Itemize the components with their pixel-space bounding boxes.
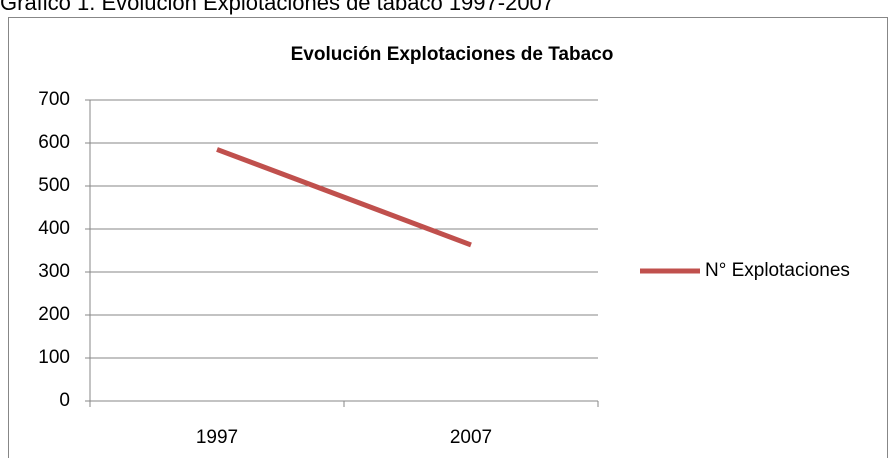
data-line (216, 147, 472, 248)
y-tick-label: 300 (38, 261, 70, 282)
y-tick-label: 500 (38, 175, 70, 196)
y-tick-label: 100 (38, 347, 70, 368)
chart-title: Evolución Explotaciones de Tabaco (291, 44, 614, 65)
y-tick-label: 600 (38, 132, 70, 153)
x-tick-label: 2007 (450, 427, 492, 448)
y-tick-label: 700 (38, 89, 70, 110)
y-tick-label: 400 (38, 218, 70, 239)
caption: Gráfico 1. Evolución Explotaciones de ta… (0, 0, 554, 15)
legend-label: N° Explotaciones (705, 260, 850, 281)
y-tick-label: 200 (38, 304, 70, 325)
x-tick-label: 1997 (196, 427, 238, 448)
y-tick-label: 0 (59, 390, 70, 411)
